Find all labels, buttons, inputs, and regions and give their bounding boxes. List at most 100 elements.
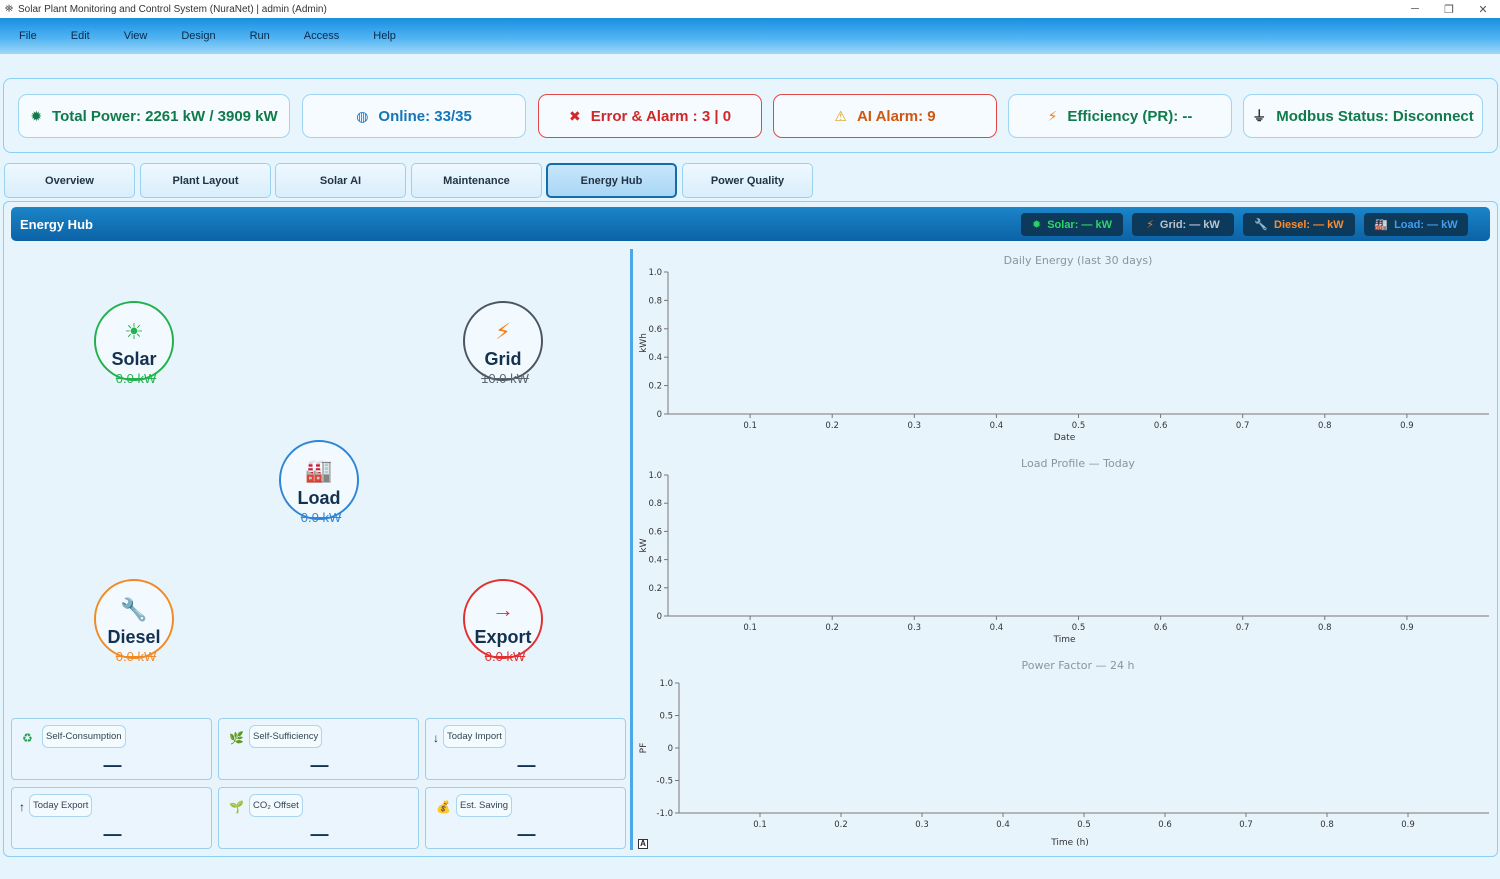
chart-1-x-tick-label: 0.2 — [825, 421, 839, 431]
today-import-label: Today Import — [443, 725, 506, 748]
error-alarm-text: Error & Alarm : 3 | 0 — [590, 107, 732, 125]
solar-node-value: 0.0 kW — [115, 371, 157, 386]
self-consumption-label: Self-Consumption — [42, 725, 126, 748]
chart-3-x-tick-label: 0.4 — [996, 820, 1010, 830]
est-saving-value: — — [517, 824, 536, 844]
menu-run[interactable]: Run — [249, 30, 270, 42]
chart-1-y-tick-label: 0 — [657, 410, 662, 420]
chart-2-y-axis-label: kW — [639, 538, 649, 552]
minimize-icon[interactable]: ─ — [1411, 3, 1419, 15]
diesel-node[interactable]: 🔧 Diesel 0.0 kW — [94, 579, 174, 664]
tab-overview[interactable]: Overview — [4, 163, 135, 198]
load-node[interactable]: 🏭 Load 0.0 kW — [279, 440, 359, 525]
close-icon[interactable]: ✕ — [1478, 3, 1488, 16]
export-node-label: Export — [474, 627, 532, 647]
grid-node-label: Grid — [484, 349, 522, 369]
chart-3-y-tick-label: 1.0 — [659, 679, 673, 689]
menu-access[interactable]: Access — [303, 30, 340, 42]
chart-3-y-tick-label: -1.0 — [656, 809, 673, 819]
chart-1-x-tick-label: 0.1 — [743, 421, 757, 431]
chart-1-title: Daily Energy (last 30 days) — [1004, 254, 1153, 267]
status-strip: ✹ Total Power: 2261 kW / 3909 kW ◍ Onlin… — [3, 78, 1498, 153]
chart-3-x-axis-label: Time (h) — [1050, 838, 1089, 848]
menu-design[interactable]: Design — [181, 30, 216, 42]
modbus-status-text: Modbus Status: Disconnect — [1276, 107, 1474, 125]
tab-maintenance[interactable]: Maintenance — [411, 163, 542, 198]
chart-1-x-tick-label: 0.4 — [990, 421, 1004, 431]
chart-2-x-tick-label: 0.4 — [990, 623, 1004, 633]
solar-chip-text: Solar: — kW — [1047, 218, 1112, 231]
sun-icon: ☀ — [124, 319, 144, 344]
co2-offset-value: — — [310, 824, 329, 844]
self-sufficiency-value: — — [310, 755, 329, 775]
chart-3-y-axis-label: PF — [639, 743, 649, 754]
chart-3-x-tick-label: 0.1 — [753, 820, 767, 830]
chart-1-x-tick-label: 0.9 — [1400, 421, 1414, 431]
co2-offset-card: 🌱 CO₂ Offset — — [218, 787, 419, 849]
self-sufficiency-card: 🌿 Self-Sufficiency — — [218, 718, 419, 780]
co2-offset-label: CO₂ Offset — [249, 794, 303, 817]
chart-1-y-tick-label: 0.2 — [648, 382, 662, 392]
solar-node[interactable]: ☀ Solar 0.0 kW — [94, 301, 174, 386]
chart-corner-badge[interactable]: A — [638, 839, 648, 849]
chart-1-background — [638, 247, 1490, 445]
est-saving-card: 💰 Est. Saving — — [425, 787, 626, 849]
recycle-icon: ♻ — [22, 731, 33, 745]
plug-icon: ⏚ — [1252, 108, 1267, 124]
wrench-icon: 🔧 — [1254, 219, 1268, 231]
solar-chip: ✹ Solar: — kW — [1021, 213, 1123, 236]
grid-node[interactable]: ⚡ Grid 10.0 kW — [463, 301, 543, 386]
tab-power-quality[interactable]: Power Quality — [682, 163, 813, 198]
tab-solar-ai[interactable]: Solar AI — [275, 163, 406, 198]
load-node-value: 0.0 kW — [300, 510, 342, 525]
leaf-icon: 🌿 — [229, 731, 244, 745]
error-icon: ✖ — [568, 107, 581, 124]
maximize-icon[interactable]: ❐ — [1444, 3, 1454, 16]
chart-3-x-tick-label: 0.2 — [834, 820, 848, 830]
sun-icon: ✹ — [1031, 219, 1042, 231]
load-chip-text: Load: — kW — [1394, 218, 1458, 231]
error-alarm-card[interactable]: ✖ Error & Alarm : 3 | 0 — [538, 94, 762, 138]
total-power-card[interactable]: ✹ Total Power: 2261 kW / 3909 kW — [18, 94, 290, 138]
wrench-icon: 🔧 — [120, 597, 148, 622]
money-bag-icon: 💰 — [436, 800, 451, 814]
panel-splitter[interactable] — [630, 249, 633, 850]
menu-view[interactable]: View — [123, 30, 148, 42]
today-import-card: ↓ Today Import — — [425, 718, 626, 780]
ai-alarm-card[interactable]: ⚠ AI Alarm: 9 — [773, 94, 997, 138]
chart-2-x-tick-label: 0.3 — [908, 623, 922, 633]
export-node-value: 0.0 kW — [484, 649, 526, 664]
chart-1-x-tick-label: 0.5 — [1072, 421, 1086, 431]
chart-2-y-tick-label: 0.8 — [648, 499, 662, 509]
est-saving-label: Est. Saving — [456, 794, 513, 817]
menu-help[interactable]: Help — [373, 30, 396, 42]
chart-2-x-tick-label: 0.7 — [1236, 623, 1250, 633]
chart-3-x-tick-label: 0.6 — [1158, 820, 1172, 830]
self-consumption-card: ♻ Self-Consumption — — [11, 718, 212, 780]
self-consumption-value: — — [103, 755, 122, 775]
chart-3-x-tick-label: 0.8 — [1320, 820, 1334, 830]
chart-2-y-tick-label: 1.0 — [648, 471, 662, 481]
tab-plant-layout[interactable]: Plant Layout — [140, 163, 271, 198]
menu-edit[interactable]: Edit — [70, 30, 90, 42]
window-title: Solar Plant Monitoring and Control Syste… — [18, 3, 327, 15]
chart-2-x-tick-label: 0.8 — [1318, 623, 1332, 633]
app-icon: ⛯ — [4, 2, 14, 15]
chart-2-x-tick-label: 0.1 — [743, 623, 757, 633]
energy-hub-title: Energy Hub — [20, 216, 93, 232]
grid-chip: ⚡ Grid: — kW — [1132, 213, 1234, 236]
modbus-status-card[interactable]: ⏚ Modbus Status: Disconnect — [1243, 94, 1483, 138]
efficiency-card[interactable]: ⚡ Efficiency (PR): -- — [1008, 94, 1232, 138]
online-card[interactable]: ◍ Online: 33/35 — [302, 94, 526, 138]
tab-energy-hub[interactable]: Energy Hub — [546, 163, 677, 198]
chart-1-y-tick-label: 0.8 — [648, 296, 662, 306]
factory-icon: 🏭 — [1374, 219, 1389, 231]
lightning-icon: ⚡ — [1047, 107, 1058, 124]
chart-3-y-tick-label: 0 — [668, 744, 673, 754]
grid-node-value: 10.0 kW — [481, 371, 529, 386]
charts-area: Daily Energy (last 30 days) 0.1 0.2 0.3 0.4 0… — [638, 247, 1490, 850]
diesel-chip-text: Diesel: — kW — [1274, 218, 1344, 231]
chart-1-y-tick-label: 0.6 — [648, 325, 662, 335]
export-node[interactable]: → Export 0.0 kW — [463, 579, 543, 664]
menu-file[interactable]: File — [19, 30, 37, 42]
